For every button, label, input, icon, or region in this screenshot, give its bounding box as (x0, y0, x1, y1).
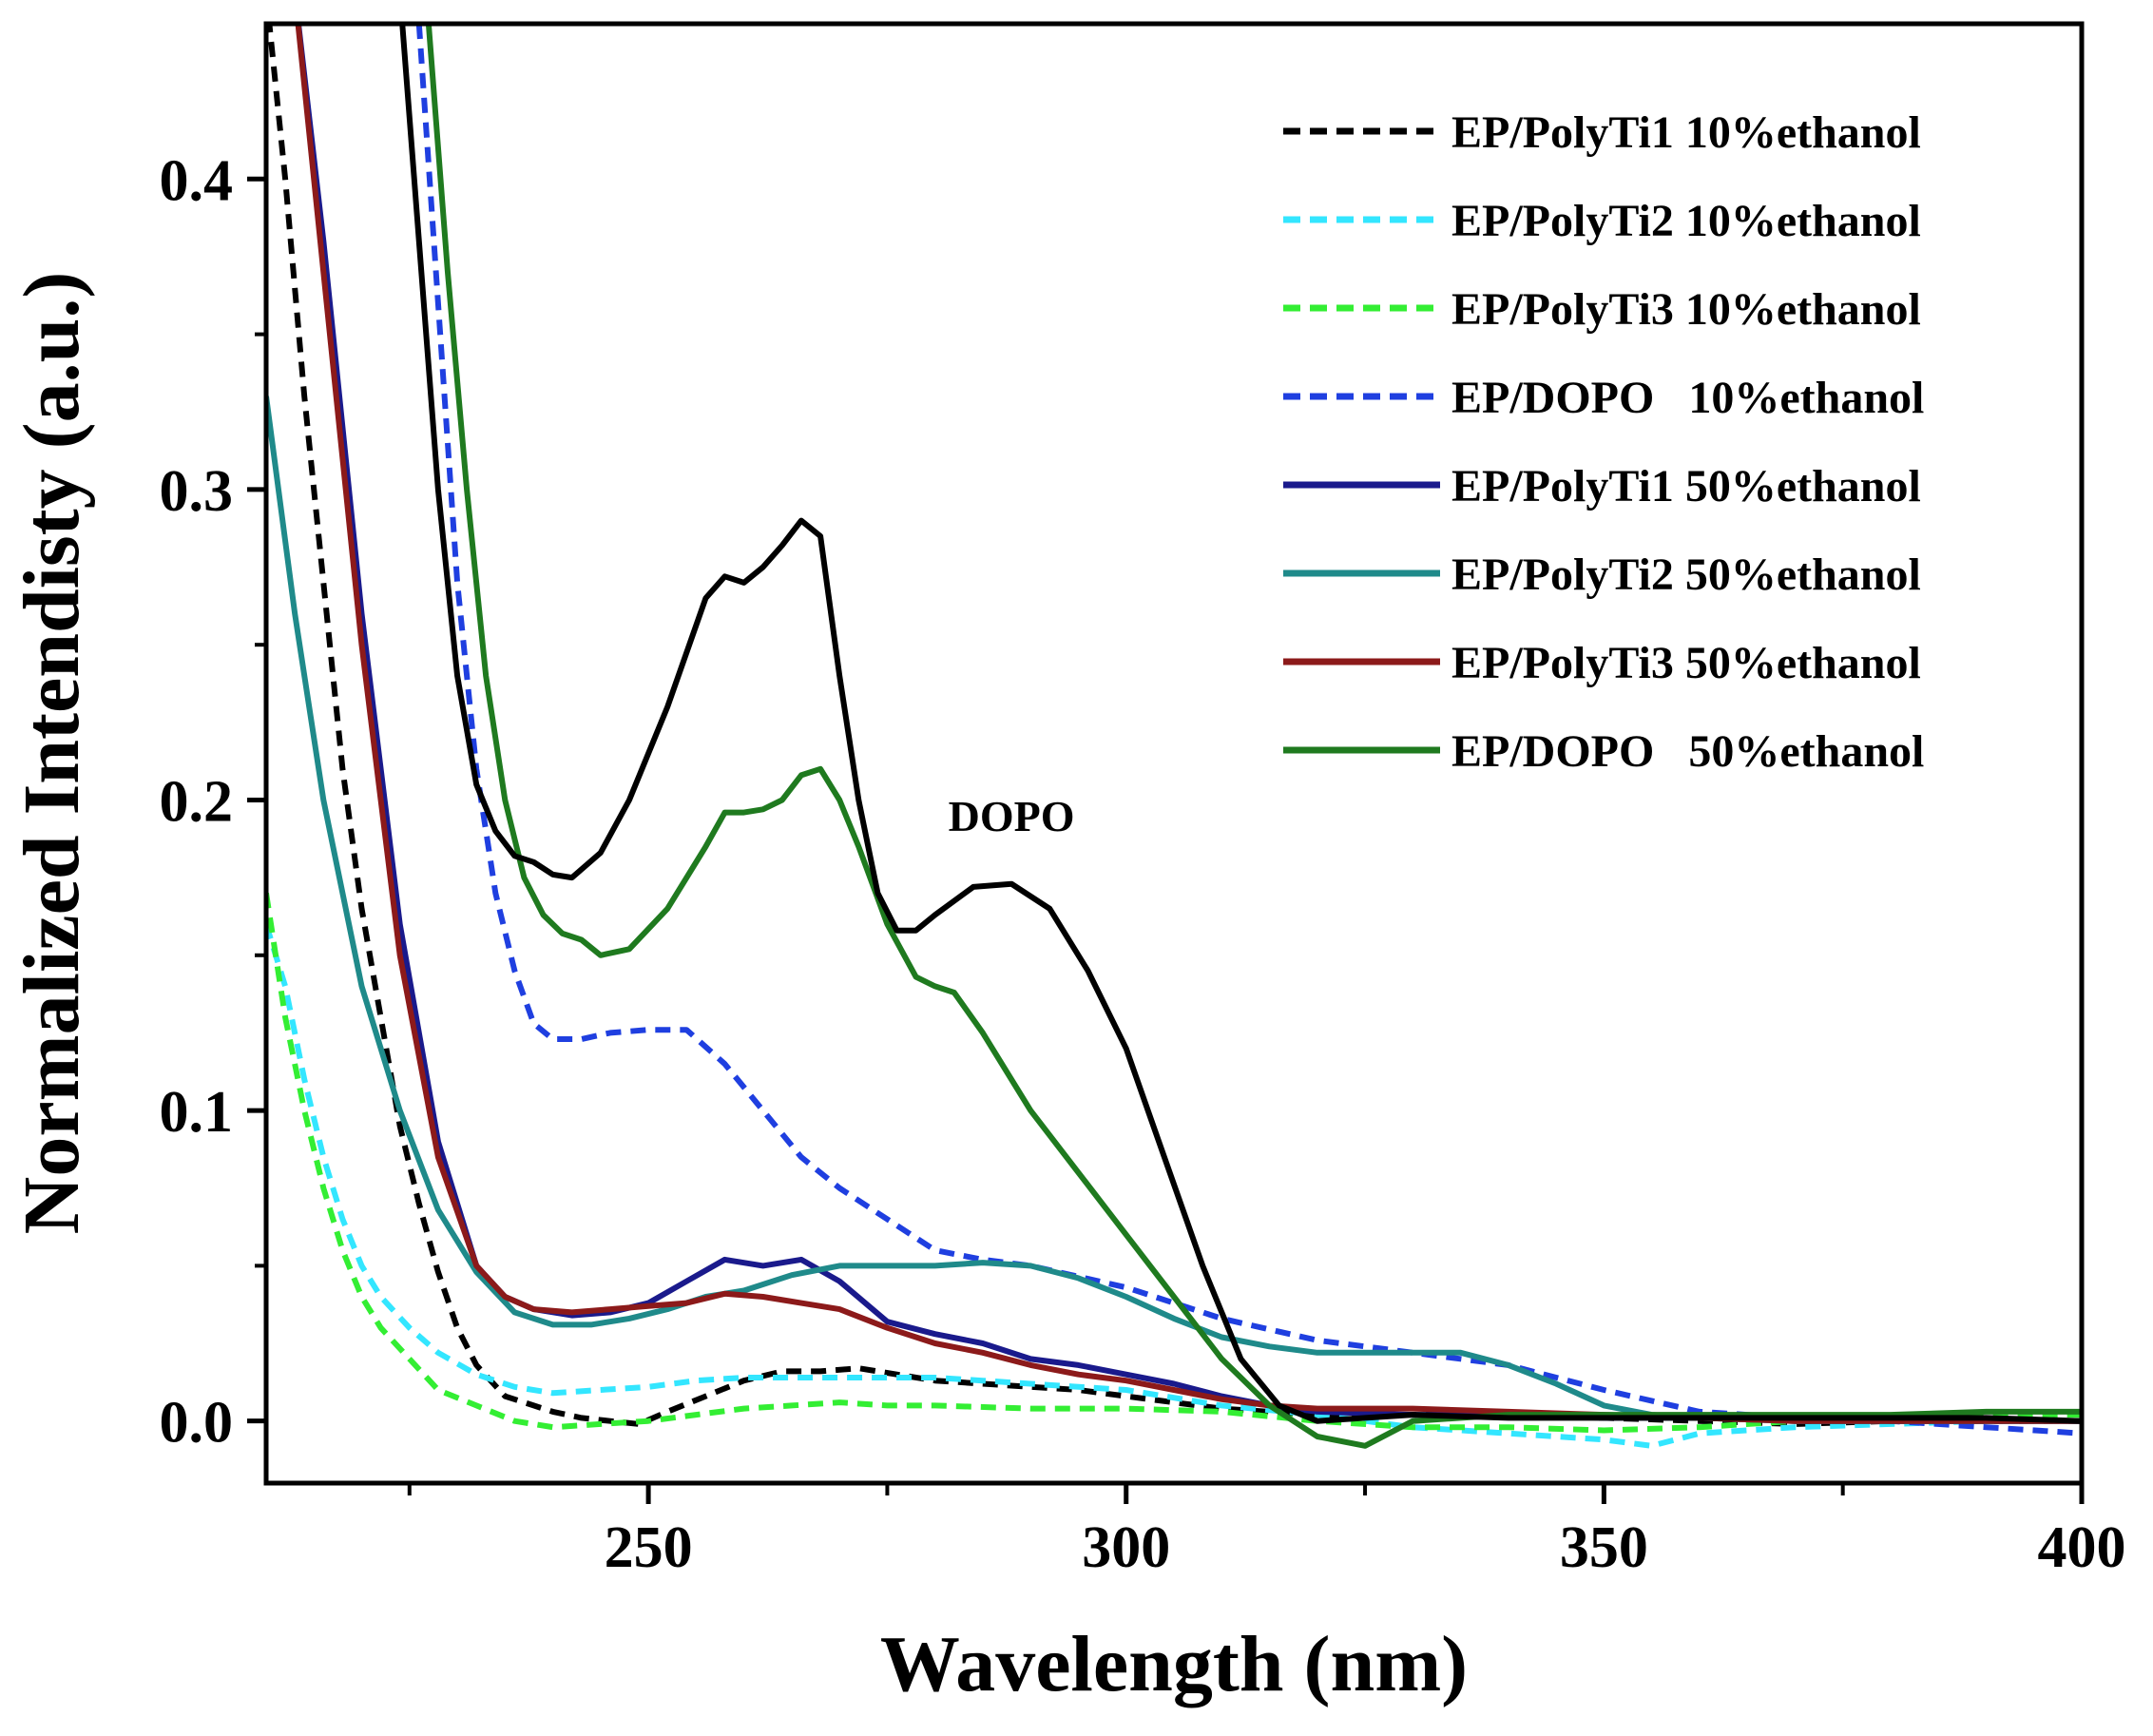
y-tick-label: 0.1 (160, 1080, 234, 1145)
legend-label: EP/DOPO 10%ethanol (1451, 373, 1924, 423)
x-tick-label: 300 (1082, 1515, 1170, 1580)
legend-label: EP/PolyTi2 10%ethanol (1451, 196, 1921, 246)
y-tick-label: 0.2 (160, 769, 234, 834)
y-tick-label: 0.0 (160, 1391, 234, 1456)
legend-label: EP/PolyTi3 10%ethanol (1451, 284, 1921, 335)
series-line-9 (399, 24, 2082, 1424)
plot-area-frame (263, 21, 2085, 1486)
legend-label: EP/PolyTi2 50%ethanol (1451, 550, 1921, 600)
legend-label: EP/DOPO 50%ethanol (1451, 726, 1924, 777)
legend-label: EP/PolyTi3 50%ethanol (1451, 638, 1921, 688)
legend-label: EP/PolyTi1 10%ethanol (1451, 107, 1921, 158)
series-line-4 (415, 24, 2082, 1437)
legend: EP/PolyTi1 10%ethanol EP/PolyTi2 10%ethan… (1283, 107, 1924, 777)
series-line-6 (266, 395, 2082, 1424)
series-line-3 (266, 893, 2082, 1434)
x-axis-title: Wavelength (nm) (880, 1620, 1468, 1708)
y-tick-label: 0.4 (160, 148, 234, 213)
x-tick-label: 350 (1560, 1515, 1648, 1580)
x-tick-label: 250 (605, 1515, 693, 1580)
y-axis-title: Normalized Intendisty (a.u.) (8, 272, 96, 1235)
series-line-2 (266, 923, 2082, 1449)
legend-label: EP/PolyTi1 50%ethanol (1451, 461, 1921, 511)
annotation-label: DOPO (949, 792, 1075, 840)
x-tick-label: 400 (2038, 1515, 2126, 1580)
y-tick-label: 0.3 (160, 459, 234, 524)
series-line-8 (425, 24, 2082, 1449)
